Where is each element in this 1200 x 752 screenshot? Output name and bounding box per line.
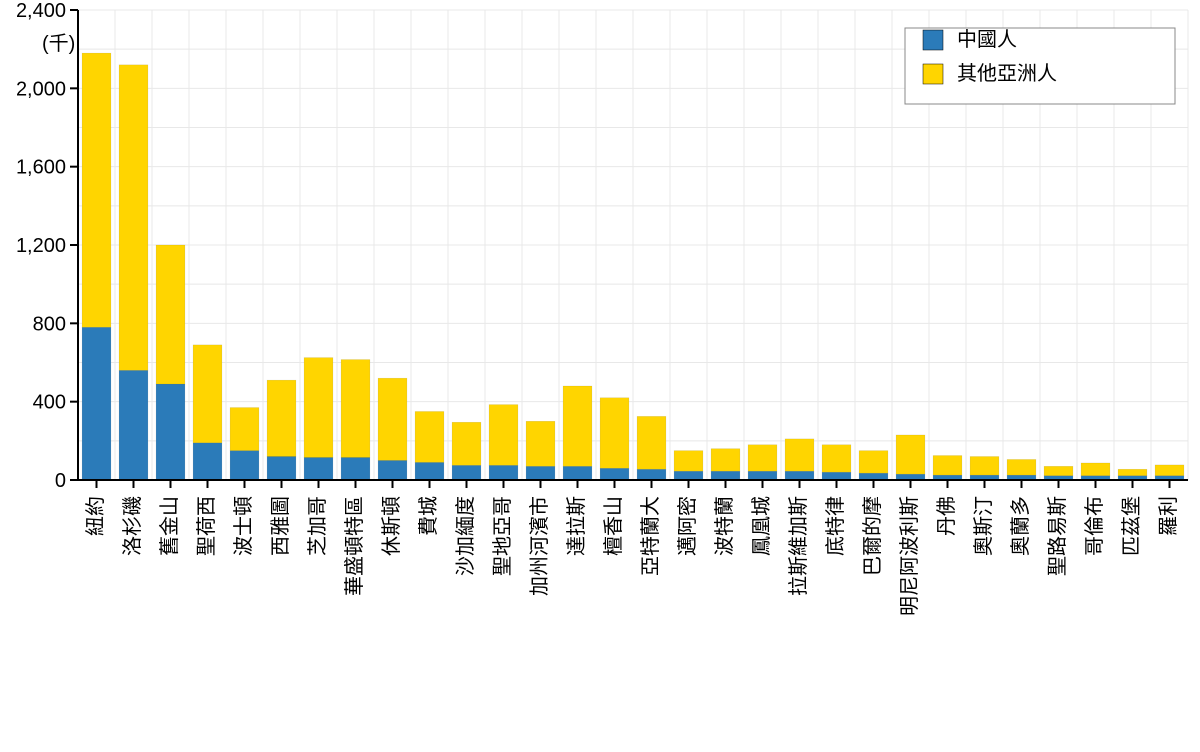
- bar-other: [563, 386, 592, 466]
- bar-chinese: [748, 471, 777, 480]
- y-tick-label: 1,200: [16, 235, 66, 257]
- bar-chinese: [193, 443, 222, 480]
- bar-other: [119, 65, 148, 371]
- bar-chinese: [230, 451, 259, 480]
- legend-label: 中國人: [957, 28, 1017, 51]
- x-tick-label: 費城: [417, 496, 440, 536]
- x-tick-label: 檀香山: [602, 496, 625, 556]
- x-tick-label: 芝加哥: [306, 496, 329, 556]
- x-tick-label: 波士頓: [232, 496, 255, 556]
- bar-other: [489, 405, 518, 466]
- bar-other: [600, 398, 629, 469]
- bar-other: [267, 380, 296, 456]
- bar-chinese: [526, 466, 555, 480]
- x-tick-label: 休斯頓: [380, 496, 403, 556]
- bar-other: [1081, 463, 1110, 476]
- x-tick-label: 聖地亞哥: [491, 496, 514, 576]
- bar-chinese: [304, 457, 333, 480]
- y-tick-label: 0: [55, 470, 66, 492]
- x-tick-label: 羅利: [1157, 496, 1180, 536]
- x-tick-label: 底特律: [824, 496, 847, 556]
- y-unit-label: (千): [42, 32, 75, 55]
- bar-chinese: [378, 460, 407, 480]
- bar-other: [230, 408, 259, 451]
- x-tick-label: 加州河濱市: [528, 496, 551, 596]
- bar-chinese: [452, 465, 481, 480]
- bar-chinese: [822, 472, 851, 480]
- bar-other: [711, 449, 740, 472]
- x-tick-label: 波特蘭: [713, 496, 736, 556]
- x-tick-label: 邁阿密: [676, 496, 699, 556]
- bar-other: [304, 358, 333, 458]
- x-tick-label: 達拉斯: [565, 496, 588, 556]
- bar-other: [1155, 465, 1184, 476]
- y-tick-label: 400: [33, 392, 66, 414]
- bar-other: [378, 378, 407, 460]
- bar-chinese: [119, 370, 148, 480]
- x-tick-label: 鳳凰城: [750, 496, 773, 556]
- bar-other: [415, 411, 444, 462]
- bar-other: [341, 360, 370, 458]
- x-tick-label: 明尼阿波利斯: [898, 496, 921, 616]
- bar-chinese: [637, 469, 666, 480]
- y-tick-label: 800: [33, 313, 66, 335]
- bar-other: [1007, 459, 1036, 475]
- x-tick-label: 聖路易斯: [1046, 496, 1069, 576]
- x-tick-label: 奧斯汀: [972, 496, 995, 556]
- bar-other: [970, 457, 999, 476]
- bar-chinese: [674, 471, 703, 480]
- bar-other: [193, 345, 222, 443]
- bar-chinese: [859, 473, 888, 480]
- bar-other: [822, 445, 851, 472]
- bar-other: [1118, 469, 1147, 475]
- bar-chinese: [600, 468, 629, 480]
- bar-other: [933, 456, 962, 476]
- bar-chinese: [82, 327, 111, 480]
- y-tick-label: 2,000: [16, 78, 66, 100]
- bar-other: [1044, 466, 1073, 475]
- x-tick-label: 奧蘭多: [1009, 496, 1032, 556]
- legend-swatch: [923, 30, 943, 50]
- legend: 中國人其他亞洲人: [905, 28, 1175, 104]
- bar-other: [452, 422, 481, 465]
- chart-svg: 0 400 800 1,200 1,600 2,000 2,400 (千) 紐約洛杉磯舊金山聖荷…: [0, 0, 1200, 752]
- bar-chinese: [563, 466, 592, 480]
- x-tick-label: 拉斯維加斯: [787, 496, 810, 596]
- bar-other: [637, 416, 666, 469]
- x-tick-label: 哥倫布: [1083, 496, 1106, 556]
- x-tick-label: 丹佛: [935, 496, 958, 536]
- x-tick-label: 華盛頓特區: [343, 496, 366, 596]
- bar-other: [859, 451, 888, 474]
- bar-chinese: [415, 462, 444, 480]
- x-tick-label: 巴爾的摩: [861, 496, 884, 576]
- bar-chinese: [711, 471, 740, 480]
- x-tick-label: 聖荷西: [195, 496, 218, 556]
- bar-chinese: [341, 457, 370, 480]
- bar-chinese: [785, 471, 814, 480]
- bar-other: [748, 445, 777, 471]
- x-tick-label: 匹茲堡: [1120, 496, 1143, 556]
- bar-other: [785, 439, 814, 471]
- y-tick-label: 2,400: [16, 0, 66, 22]
- bar-other: [156, 245, 185, 384]
- y-tick-label: 1,600: [16, 157, 66, 179]
- bar-other: [896, 435, 925, 474]
- legend-label: 其他亞洲人: [957, 62, 1057, 85]
- x-tick-label: 舊金山: [158, 496, 181, 556]
- x-tick-label: 洛杉磯: [121, 496, 144, 556]
- bar-chinese: [156, 384, 185, 480]
- bar-other: [526, 421, 555, 466]
- bar-other: [674, 451, 703, 472]
- bar-other: [82, 53, 111, 327]
- x-tick-label: 紐約: [84, 496, 107, 536]
- x-tick-label: 亞特蘭大: [639, 496, 662, 576]
- bar-chinese: [489, 465, 518, 480]
- legend-swatch: [923, 64, 943, 84]
- x-tick-label: 沙加緬度: [454, 496, 477, 576]
- x-tick-label: 西雅圖: [269, 496, 292, 556]
- population-stacked-bar-chart: 0 400 800 1,200 1,600 2,000 2,400 (千) 紐約洛杉磯舊金山聖荷…: [0, 0, 1200, 752]
- bar-chinese: [267, 457, 296, 481]
